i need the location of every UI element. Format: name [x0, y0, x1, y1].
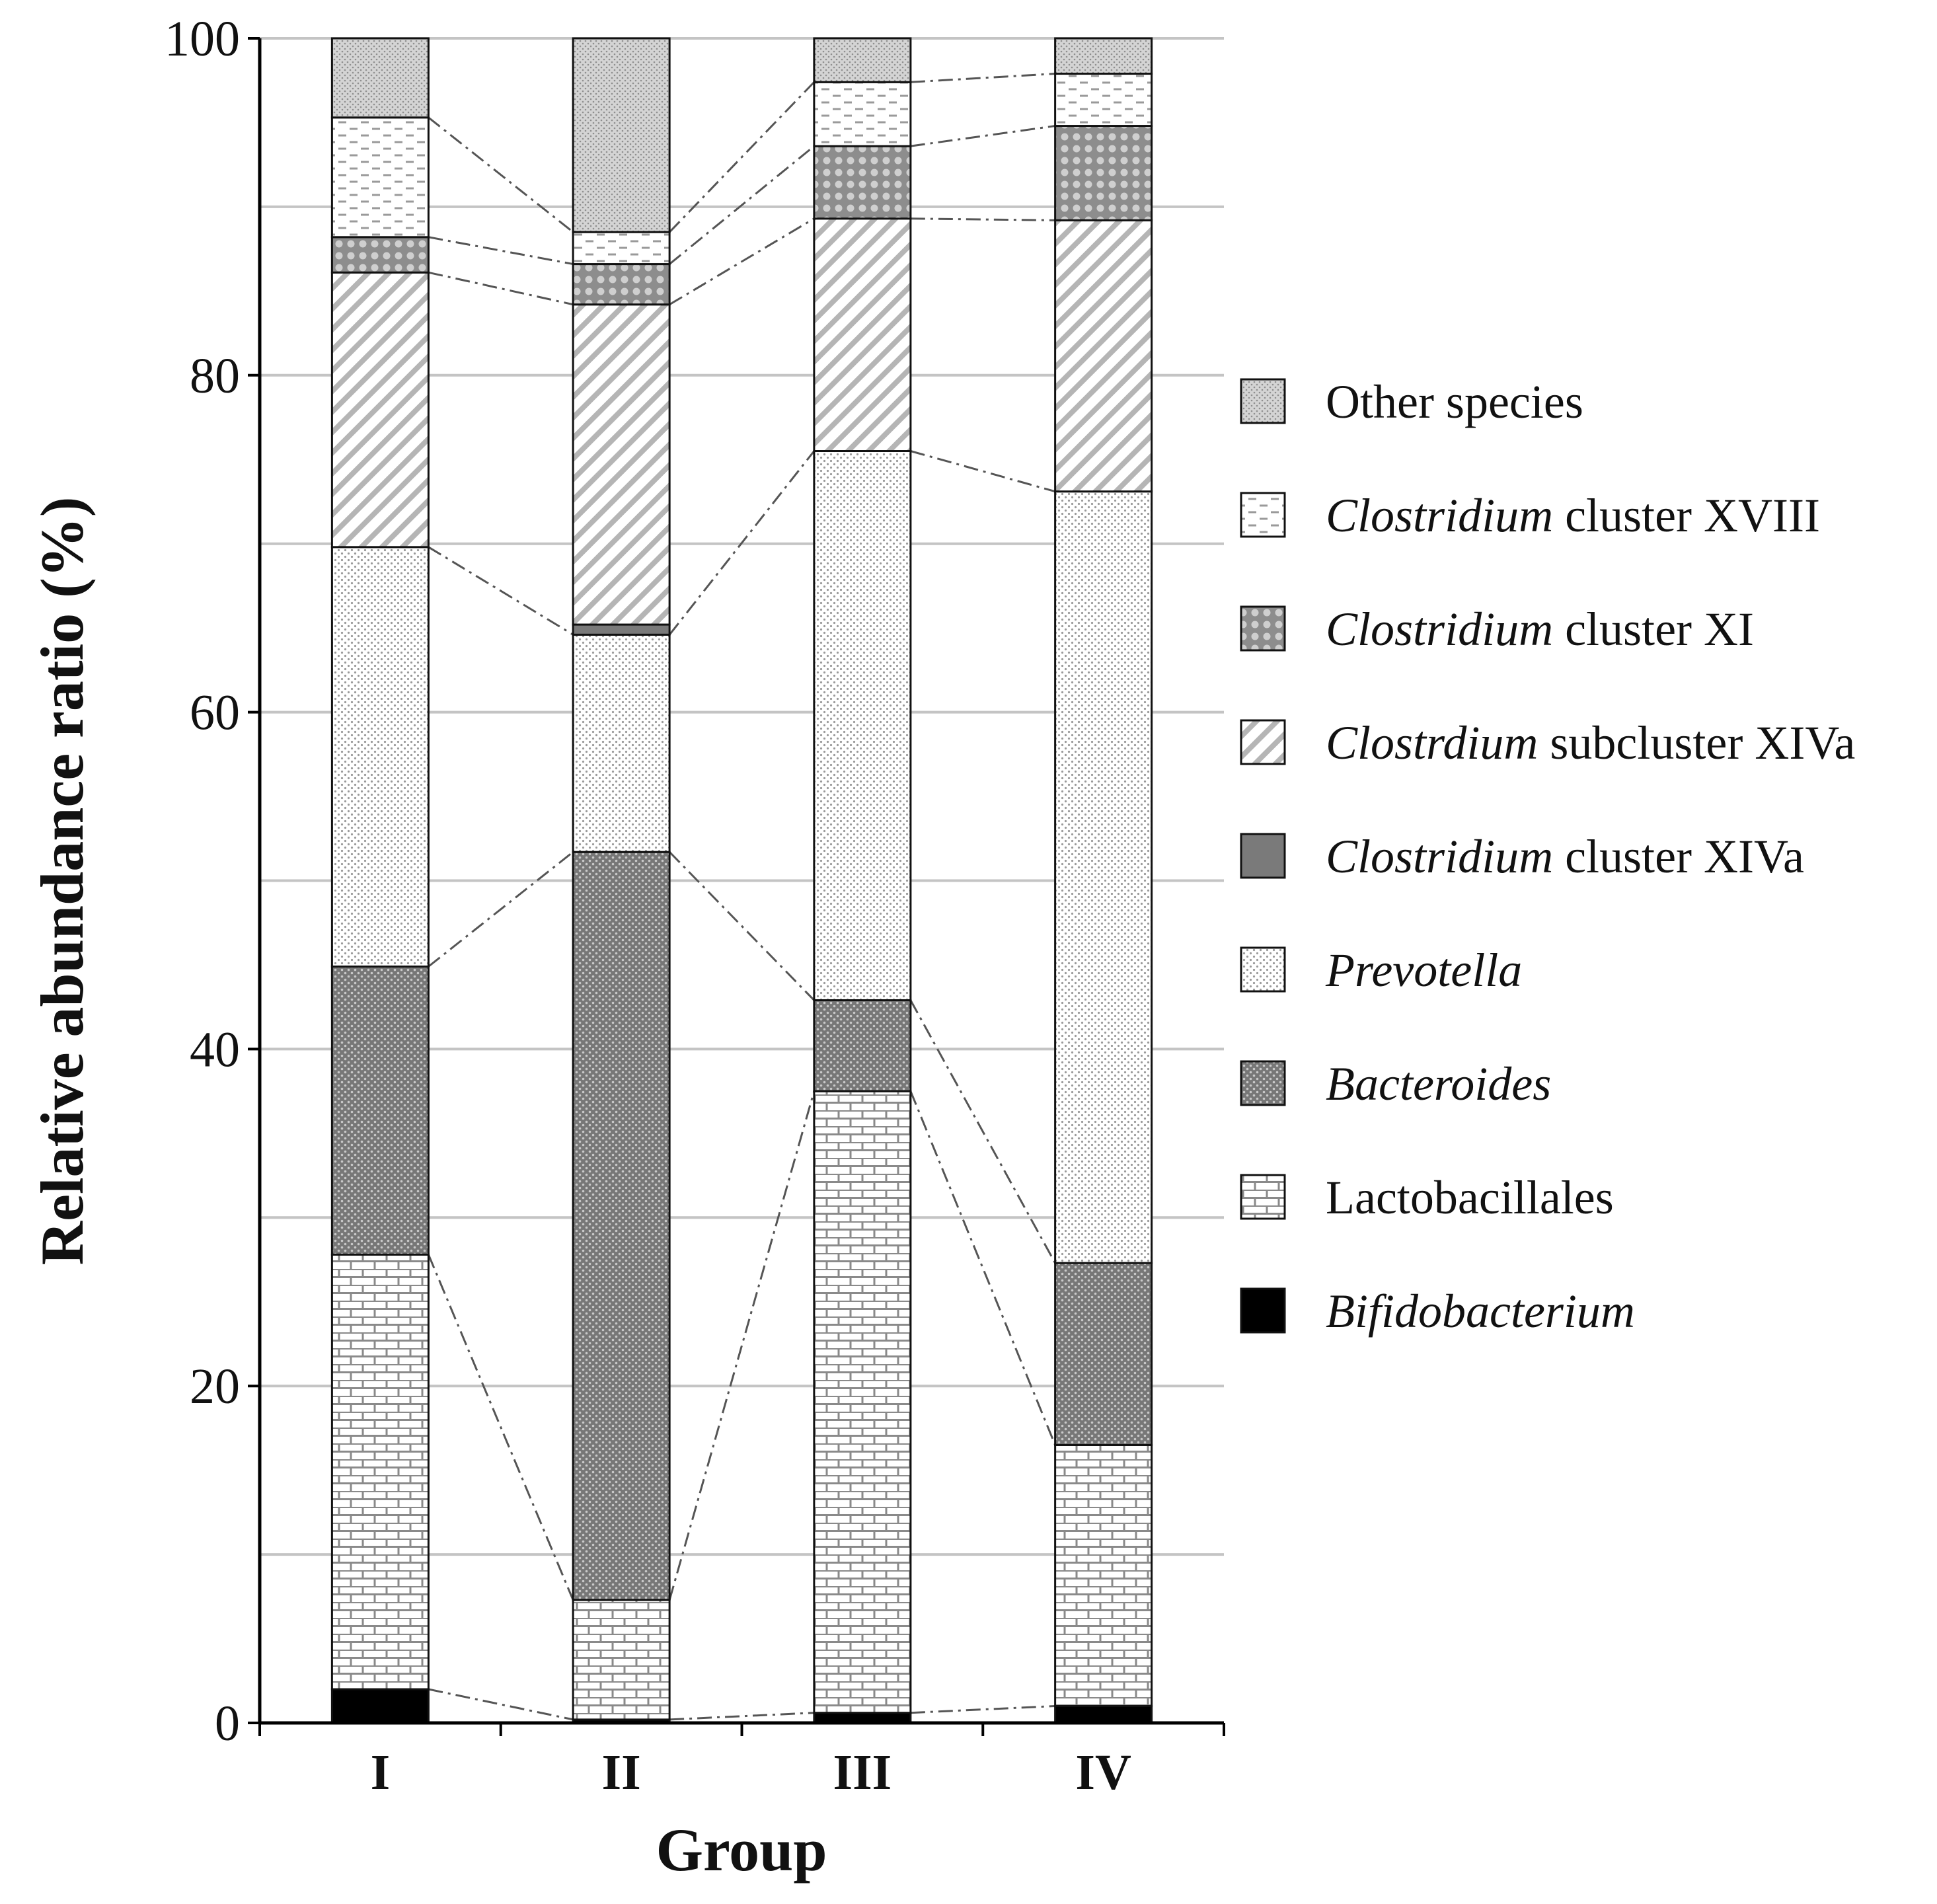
connector-line [909, 1090, 1057, 1445]
bar-segment [572, 633, 671, 853]
x-ticks: I II III IV [258, 1723, 1225, 1800]
x-tick-label: IV [1075, 1745, 1131, 1800]
connector-line [428, 1688, 574, 1721]
connector-line [669, 81, 815, 233]
connector-line [669, 851, 815, 1001]
legend-label: Clostridium cluster XVIII [1326, 489, 1820, 542]
connector-line [428, 236, 574, 266]
bar-segment [572, 1599, 671, 1721]
y-tick-label: 20 [190, 1359, 240, 1414]
bar-segment [1054, 219, 1153, 493]
bar-segment [330, 271, 430, 549]
y-ticks: 0 20 40 60 80 100 [165, 11, 260, 1751]
bar-segment [330, 965, 430, 1256]
connector-line [910, 125, 1055, 147]
bar-segment [813, 450, 912, 1001]
y-tick-label: 40 [190, 1022, 240, 1077]
connector-line [668, 1090, 816, 1601]
connector-line [910, 1705, 1055, 1714]
connector-line [910, 450, 1056, 493]
legend-swatch [1240, 719, 1286, 765]
bar-segment [813, 999, 912, 1092]
bar-segment [330, 546, 430, 968]
bar-segment [1054, 1262, 1153, 1446]
y-tick-label: 100 [165, 11, 240, 67]
connector-lines [427, 73, 1057, 1721]
bar-segment [330, 37, 430, 119]
y-tick-label: 0 [215, 1696, 240, 1751]
bar-segment [572, 263, 671, 306]
bar-segment [572, 851, 671, 1601]
y-tick-label: 60 [190, 685, 240, 741]
bar-segment [1054, 125, 1153, 221]
legend-swatch [1240, 378, 1286, 424]
connector-line [910, 73, 1055, 83]
x-tick-label: II [602, 1745, 641, 1800]
bar-segment [330, 1688, 430, 1724]
connector-line [669, 1712, 814, 1721]
legend-swatch [1240, 946, 1286, 993]
bar-segment [330, 116, 430, 239]
bar-segment [1054, 73, 1153, 128]
connector-line [909, 999, 1056, 1264]
connector-line [428, 546, 574, 636]
bar-segment [1054, 37, 1153, 75]
legend-label: Bifidobacterium [1326, 1285, 1635, 1338]
legend-label: Other species [1326, 375, 1583, 428]
bar-segment [1054, 1443, 1153, 1708]
connector-line [428, 851, 574, 968]
bar-segment [572, 623, 671, 636]
x-tick-label: I [371, 1745, 391, 1800]
legend-label: Prevotella [1325, 944, 1522, 997]
legend-label: Clostridium cluster XIVa [1326, 830, 1804, 883]
bar-segment [1054, 490, 1153, 1264]
legend-swatch [1240, 1174, 1286, 1220]
x-axis-title: Group [656, 1816, 827, 1884]
connector-line [428, 271, 574, 306]
connector-line [427, 1254, 574, 1601]
bar-segment [813, 81, 912, 147]
legend-swatch [1240, 605, 1286, 652]
bar-segment [572, 37, 671, 233]
bar-segment [572, 231, 671, 266]
connector-line [669, 145, 815, 265]
legend-label: Clostrdium subcluster XIVa [1326, 716, 1855, 769]
bar-segment [330, 1253, 430, 1691]
legend-swatch [1240, 1287, 1286, 1334]
legend-swatch [1240, 833, 1286, 879]
bar-segment [813, 37, 912, 83]
legend: Other species Clostridium cluster XVIII Cl… [1240, 375, 1855, 1338]
y-tick-label: 80 [190, 348, 240, 404]
connector-line [428, 116, 574, 233]
bars [330, 37, 1153, 1724]
legend-label: Lactobacillales [1326, 1171, 1614, 1224]
legend-swatch [1240, 1060, 1286, 1106]
connector-line [910, 217, 1055, 221]
bar-segment [813, 145, 912, 220]
connector-line [668, 450, 816, 636]
legend-label: Bacteroides [1326, 1057, 1551, 1110]
legend-label: Clostridium cluster XI [1326, 603, 1754, 656]
x-tick-label: III [833, 1745, 892, 1800]
legend-swatch [1240, 492, 1286, 538]
connector-line [669, 217, 815, 306]
y-axis-title: Relative abundance ratio (%) [28, 497, 96, 1266]
bar-segment [572, 303, 671, 626]
bar-segment [813, 1090, 912, 1714]
bar-segment [1054, 1705, 1153, 1724]
bar-segment [813, 217, 912, 453]
bar-segment [330, 236, 430, 274]
